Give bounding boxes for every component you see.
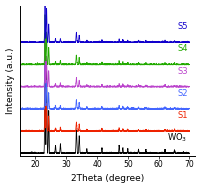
Text: S4: S4 bbox=[176, 44, 187, 53]
Y-axis label: Intensity (a.u.): Intensity (a.u.) bbox=[6, 47, 14, 114]
X-axis label: 2Theta (degree): 2Theta (degree) bbox=[71, 174, 144, 184]
Text: S5: S5 bbox=[176, 22, 187, 31]
Text: S3: S3 bbox=[176, 67, 187, 76]
Text: WO$_3$: WO$_3$ bbox=[167, 131, 187, 144]
Text: S1: S1 bbox=[176, 111, 187, 120]
Text: S2: S2 bbox=[176, 89, 187, 98]
